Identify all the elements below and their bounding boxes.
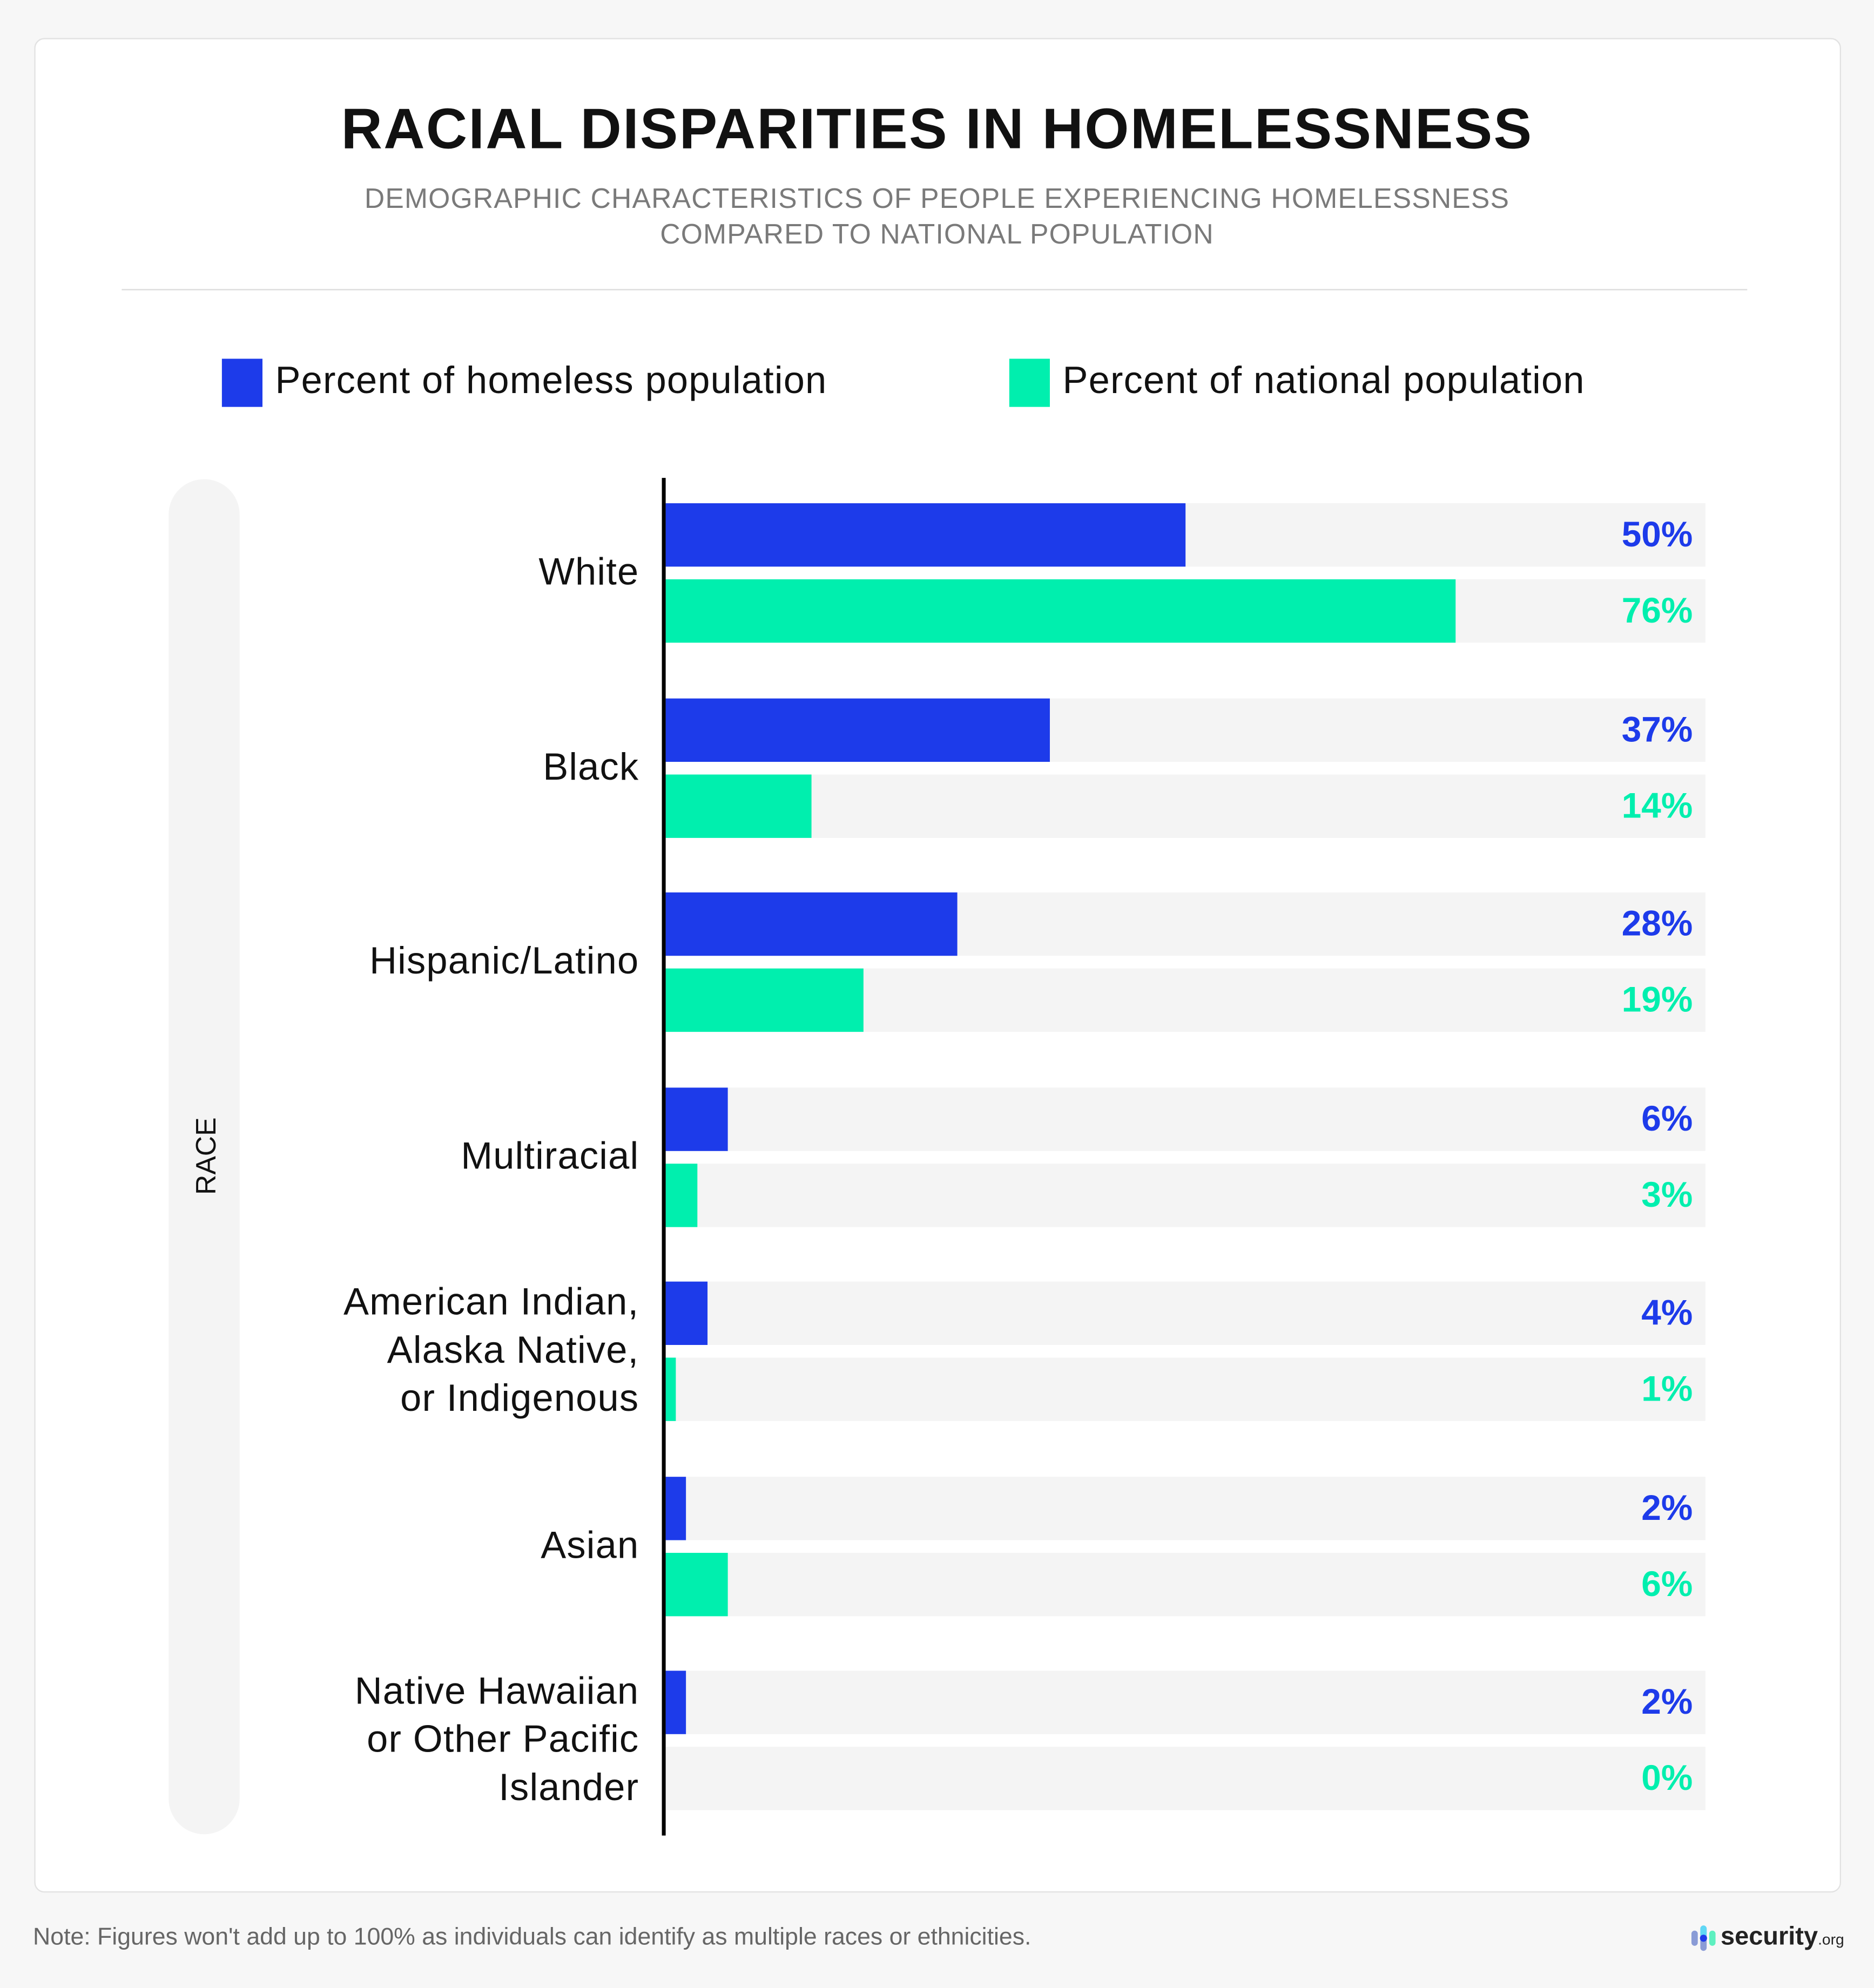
category-label-line: Native Hawaiian [354,1671,639,1713]
bar-track: 28% [665,892,1706,956]
bar-national [665,774,812,837]
data-label: 76% [1621,591,1693,630]
data-label: 50% [1621,515,1693,554]
category-label-line: or Other Pacific [367,1719,639,1761]
category-label-line: Islander [498,1767,639,1809]
bar-homeless [665,892,957,956]
data-label: 6% [1641,1564,1693,1603]
chart-title: RACIAL DISPARITIES IN HOMELESSNESS [341,96,1533,161]
category-label-line: White [538,551,639,593]
legend-label-national: Percent of national population [1062,360,1585,402]
category-label-line: or Indigenous [400,1378,639,1420]
category-label: Multiracial [461,1133,639,1181]
bar-homeless [665,1671,687,1734]
y-axis-label: RACE [190,1117,222,1195]
bar-track: 1% [665,1357,1706,1421]
category-label: Hispanic/Latino [369,938,639,986]
bar-national [665,1163,697,1227]
logo-icon [1691,1925,1716,1951]
bar-track: 4% [665,1281,1706,1345]
category-label-line: Hispanic/Latino [369,941,639,983]
bar-national [665,1552,729,1616]
bar-national [665,1357,676,1421]
axis-label-pill [168,479,240,1835]
category-label-line: Black [543,746,639,788]
category-label: White [538,549,639,597]
bar-track: 14% [665,774,1706,837]
bar-homeless [665,1087,729,1151]
category-label: Black [543,743,639,792]
data-label: 37% [1621,709,1693,749]
data-label: 4% [1641,1293,1693,1333]
data-label: 14% [1621,785,1693,825]
category-label-line: American Indian, [343,1281,639,1324]
chart-subtitle-line-1: DEMOGRAPHIC CHARACTERISTICS OF PEOPLE EX… [364,182,1510,214]
bar-track: 0% [665,1747,1706,1810]
divider [122,289,1748,290]
legend-swatch-national [1009,359,1050,407]
data-label: 0% [1641,1758,1693,1798]
footnote: Note: Figures won't add up to 100% as in… [33,1924,1032,1951]
bar-track: 19% [665,968,1706,1032]
security-org-logo: security.org [1690,1923,1844,1952]
bar-track: 6% [665,1087,1706,1151]
bar-national [665,968,864,1032]
bar-homeless [665,1476,687,1540]
bar-homeless [665,1281,707,1345]
legend-label-homeless: Percent of homeless population [275,360,827,402]
data-label: 2% [1641,1682,1693,1722]
bar-track: 3% [665,1163,1706,1227]
bar-track: 76% [665,579,1706,643]
legend-swatch-homeless [221,359,262,407]
category-label-line: Alaska Native, [387,1329,639,1372]
category-label: American Indian, Alaska Native, or Indigen… [343,1279,639,1424]
bar-homeless [665,503,1186,567]
category-label-line: Asian [541,1524,639,1566]
logo-text: security.org [1720,1923,1844,1951]
y-axis-line [662,478,666,1836]
bar-homeless [665,698,1050,761]
bar-track: 2% [665,1476,1706,1540]
category-label: Asian [541,1522,639,1570]
bar-track: 50% [665,503,1706,567]
data-label: 2% [1641,1487,1693,1527]
bar-track: 2% [665,1671,1706,1734]
data-label: 3% [1641,1174,1693,1214]
data-label: 6% [1641,1098,1693,1138]
data-label: 28% [1621,903,1693,943]
bar-national [665,579,1456,643]
bar-track: 6% [665,1552,1706,1616]
data-label: 1% [1641,1369,1693,1409]
data-label: 19% [1621,979,1693,1019]
bar-track: 37% [665,698,1706,761]
category-label: Native Hawaiian or Other Pacific Islander [355,1668,639,1813]
category-label-line: Multiracial [461,1135,639,1177]
chart-subtitle-line-2: COMPARED TO NATIONAL POPULATION [660,218,1214,250]
